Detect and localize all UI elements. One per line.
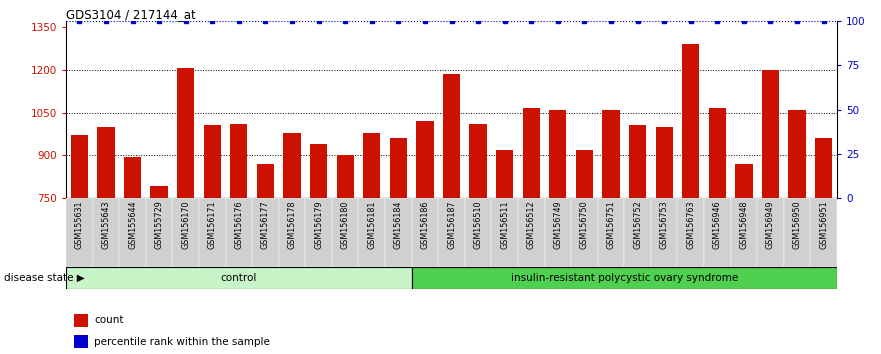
Bar [704,198,730,267]
Bar [730,198,757,267]
Bar [173,198,199,267]
Text: GSM156187: GSM156187 [447,200,456,249]
Bar [119,198,146,267]
Text: percentile rank within the sample: percentile rank within the sample [94,337,270,347]
Text: insulin-resistant polycystic ovary syndrome: insulin-resistant polycystic ovary syndr… [511,273,738,282]
Bar [284,133,300,354]
Bar [278,198,306,267]
Bar [199,198,226,267]
Text: GSM156951: GSM156951 [819,200,828,249]
Bar [625,198,651,267]
Bar [230,124,248,354]
Text: GSM156186: GSM156186 [420,200,429,249]
Bar [93,198,119,267]
Bar [651,198,677,267]
Bar [389,138,407,354]
Bar [66,267,411,289]
Bar [571,198,597,267]
Bar [97,127,115,354]
Bar [465,198,492,267]
Bar [682,44,700,354]
Bar [544,198,571,267]
Text: GSM156179: GSM156179 [315,200,323,249]
Bar [518,198,544,267]
Bar [496,150,514,354]
Bar [256,164,274,354]
Bar [411,267,837,289]
Text: GSM156751: GSM156751 [606,200,616,249]
Text: GSM155644: GSM155644 [128,200,137,249]
Bar [306,198,332,267]
Text: GSM156176: GSM156176 [234,200,243,249]
Bar [70,136,88,354]
Bar [522,108,540,354]
Text: GSM155631: GSM155631 [75,200,84,249]
Text: GDS3104 / 217144_at: GDS3104 / 217144_at [66,8,196,21]
Bar [204,125,221,354]
Text: GSM156949: GSM156949 [766,200,775,249]
Text: GSM156511: GSM156511 [500,200,509,249]
Text: GSM156752: GSM156752 [633,200,642,249]
Bar [385,198,411,267]
Text: GSM156180: GSM156180 [341,200,350,249]
Text: GSM156512: GSM156512 [527,200,536,249]
Bar [417,121,433,354]
Text: GSM156510: GSM156510 [474,200,483,249]
Text: GSM155729: GSM155729 [154,200,164,249]
Text: GSM156184: GSM156184 [394,200,403,249]
Bar [492,198,518,267]
Text: GSM156948: GSM156948 [739,200,749,249]
Bar [597,198,625,267]
Bar [337,155,354,354]
Text: GSM156177: GSM156177 [261,200,270,249]
Bar [762,70,779,354]
Text: GSM156763: GSM156763 [686,200,695,249]
Bar [252,198,278,267]
Text: count: count [94,315,123,325]
Bar [359,198,385,267]
Bar [226,198,252,267]
Bar [549,110,566,354]
Text: GSM156178: GSM156178 [287,200,297,249]
Text: disease state ▶: disease state ▶ [4,273,85,283]
Text: GSM156946: GSM156946 [713,200,722,249]
Bar [66,198,93,267]
Text: GSM156171: GSM156171 [208,200,217,249]
Bar [784,198,811,267]
Bar [74,314,88,327]
Bar [736,164,752,354]
Bar [411,198,438,267]
Text: GSM155643: GSM155643 [101,200,110,249]
Bar [815,138,833,354]
Bar [310,144,327,354]
Bar [576,150,593,354]
Bar [443,74,460,354]
Bar [74,335,88,348]
Bar [603,110,619,354]
Text: GSM156950: GSM156950 [793,200,802,249]
Bar [124,158,141,354]
Text: GSM156753: GSM156753 [660,200,669,249]
Bar [146,198,173,267]
Bar [708,108,726,354]
Bar [788,110,806,354]
Text: GSM156181: GSM156181 [367,200,376,249]
Bar [677,198,704,267]
Text: GSM156750: GSM156750 [580,200,589,249]
Bar [177,68,195,354]
Bar [655,127,673,354]
Bar [629,125,647,354]
Bar [470,124,486,354]
Text: control: control [220,273,257,282]
Text: GSM156749: GSM156749 [553,200,562,249]
Bar [811,198,837,267]
Text: GSM156170: GSM156170 [181,200,190,249]
Bar [438,198,465,267]
Bar [332,198,359,267]
Bar [151,186,167,354]
Bar [363,133,381,354]
Bar [757,198,784,267]
